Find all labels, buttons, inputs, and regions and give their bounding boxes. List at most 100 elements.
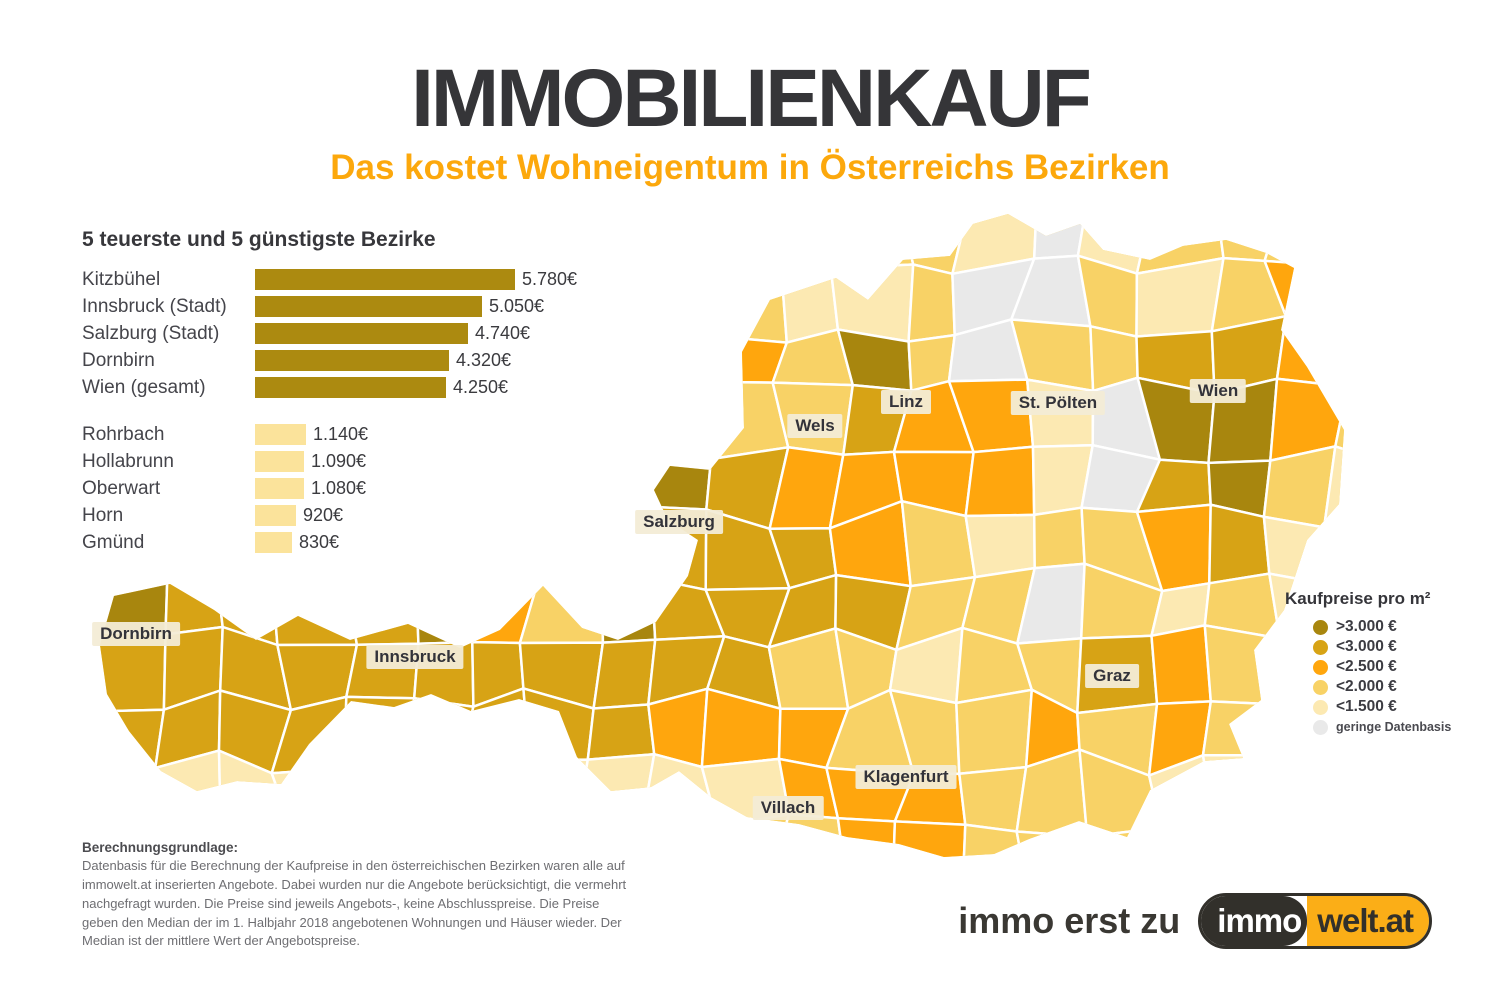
immowelt-logo-left: immo xyxy=(1201,896,1308,946)
district-cell xyxy=(836,816,897,857)
legend-item-1-500: <1.500 € xyxy=(1313,697,1451,717)
bar-chart-rows: Kitzbühel 5.780€ Innsbruck (Stadt) 5.050€ Sa… xyxy=(82,266,622,556)
district-cell xyxy=(958,765,1028,833)
district-cell xyxy=(100,708,166,771)
bar-value: 1.090€ xyxy=(311,451,367,471)
legend-label: <1.500 € xyxy=(1336,698,1397,715)
bar xyxy=(255,451,304,472)
district-cell xyxy=(343,765,407,835)
district-cell xyxy=(647,444,713,511)
district-cell xyxy=(907,263,956,343)
legend-item-2-000: <2.000 € xyxy=(1313,677,1451,697)
legend-label: geringe Datenbasis xyxy=(1336,720,1452,734)
bar xyxy=(255,269,515,290)
district-cell xyxy=(964,513,1036,579)
map-city-label-wels: Wels xyxy=(787,414,843,438)
map-city-label-dornbirn: Dornbirn xyxy=(92,622,180,646)
legend-label: <2.000 € xyxy=(1336,678,1397,695)
bar xyxy=(255,478,304,499)
legend-item-3-000: >3.000 € xyxy=(1313,617,1451,637)
bar xyxy=(255,323,468,344)
legend-item-2-500: <2.500 € xyxy=(1313,657,1451,677)
legend-label: <3.000 € xyxy=(1336,638,1397,655)
page-subtitle: Das kostet Wohneigentum in Österreichs B… xyxy=(330,148,1170,187)
district-cell xyxy=(1198,815,1286,857)
district-cell xyxy=(655,380,716,461)
district-cell xyxy=(1275,314,1344,388)
district-cell xyxy=(1201,754,1286,820)
bar-value: 830€ xyxy=(299,532,340,552)
district-cell xyxy=(1144,815,1215,857)
bar xyxy=(255,532,292,553)
district-cell xyxy=(454,758,531,824)
district-cell xyxy=(271,577,359,647)
bar-row-wien-gesamt: Wien (gesamt) 4.250€ xyxy=(82,374,622,401)
district-cell xyxy=(1336,748,1344,836)
legend-title: Kaufpreise pro m² xyxy=(1285,589,1431,608)
footnote: Berechnungsgrundlage: Datenbasis für die… xyxy=(82,840,627,951)
district-cell xyxy=(655,333,716,406)
district-cell xyxy=(640,825,719,857)
bar-value: 5.780€ xyxy=(522,269,578,289)
district-cell xyxy=(1340,214,1344,268)
bar-value: 1.140€ xyxy=(313,424,369,444)
map-city-label-linz: Linz xyxy=(881,390,931,414)
legend-dot-icon xyxy=(1313,619,1328,635)
header: IMMOBILIENKAUF Das kostet Wohneigentum i… xyxy=(0,58,1500,188)
district-cell xyxy=(586,703,656,761)
district-cell xyxy=(592,638,657,710)
map-city-label-salzburg: Salzburg xyxy=(635,510,723,534)
legend-dot-icon xyxy=(1313,699,1328,715)
bar-label: Wien (gesamt) xyxy=(82,376,206,398)
bar-label: Gmünd xyxy=(82,531,145,553)
legend-items: >3.000 € <3.000 € <2.500 € <2.000 € <1.500 €… xyxy=(1285,617,1451,737)
district-cell xyxy=(1274,748,1344,820)
district-cell xyxy=(1332,251,1344,342)
district-cell xyxy=(1334,385,1344,465)
district-cell xyxy=(829,214,915,270)
bar-row-kitzb-hel: Kitzbühel 5.780€ xyxy=(82,266,622,293)
footnote-body: Datenbasis für die Berechnung der Kaufpr… xyxy=(82,858,627,949)
district-cell xyxy=(700,214,785,269)
bar-label: Dornbirn xyxy=(82,349,155,371)
map-city-label-innsbruck: Innsbruck xyxy=(366,645,464,669)
district-cell xyxy=(701,263,789,344)
district-cell xyxy=(343,695,416,770)
district-cell xyxy=(516,758,590,823)
bar-label: Hollabrunn xyxy=(82,450,174,472)
district-cell xyxy=(1322,519,1344,588)
legend-dot-icon xyxy=(1313,679,1328,695)
bar xyxy=(255,296,482,317)
bar-row-oberwart: Oberwart 1.080€ xyxy=(82,475,622,502)
bar xyxy=(255,424,306,445)
bar-value: 5.050€ xyxy=(489,296,545,316)
page-title: IMMOBILIENKAUF xyxy=(411,53,1092,144)
district-cell xyxy=(1263,810,1344,857)
bar-row-hollabrunn: Hollabrunn 1.090€ xyxy=(82,448,622,475)
bar-row-innsbruck-stadt: Innsbruck (Stadt) 5.050€ xyxy=(82,293,622,320)
district-cell xyxy=(415,562,474,646)
district-cell xyxy=(779,214,836,270)
map-city-label-graz: Graz xyxy=(1085,664,1139,688)
legend-dot-icon xyxy=(1313,719,1328,735)
bar-label: Oberwart xyxy=(82,477,161,499)
bar-row-horn: Horn 920€ xyxy=(82,502,622,529)
district-cell xyxy=(1332,321,1344,398)
bar-row-dornbirn: Dornbirn 4.320€ xyxy=(82,347,622,374)
bar-row-rohrbach: Rohrbach 1.140€ xyxy=(82,421,622,448)
map-city-label-wien: Wien xyxy=(1189,379,1247,403)
footer-brand: immo erst zu immo welt.at xyxy=(958,893,1432,949)
district-cell xyxy=(659,263,724,340)
district-cell xyxy=(964,445,1036,518)
map-city-label-klagenfurt: Klagenfurt xyxy=(855,765,957,789)
district-cell xyxy=(1336,810,1344,857)
district-cell xyxy=(403,697,475,778)
district-cell xyxy=(601,572,657,644)
bar-value: 4.250€ xyxy=(453,377,509,397)
district-cell xyxy=(1216,214,1281,263)
district-cell xyxy=(576,752,656,830)
footnote-heading: Berechnungsgrundlage: xyxy=(82,840,239,855)
district-cell xyxy=(1201,700,1280,757)
district-cell xyxy=(1085,826,1163,857)
